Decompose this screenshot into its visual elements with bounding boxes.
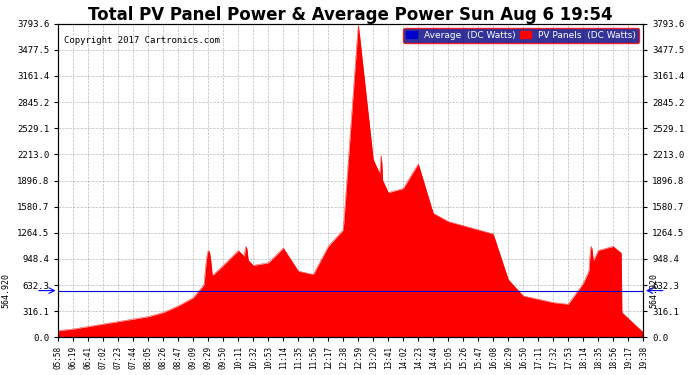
Text: 564.920: 564.920 <box>1 273 10 308</box>
Title: Total PV Panel Power & Average Power Sun Aug 6 19:54: Total PV Panel Power & Average Power Sun… <box>88 6 613 24</box>
Legend: Average  (DC Watts), PV Panels  (DC Watts): Average (DC Watts), PV Panels (DC Watts) <box>403 28 639 43</box>
Text: Copyright 2017 Cartronics.com: Copyright 2017 Cartronics.com <box>64 36 220 45</box>
Text: 564.920: 564.920 <box>649 273 658 308</box>
